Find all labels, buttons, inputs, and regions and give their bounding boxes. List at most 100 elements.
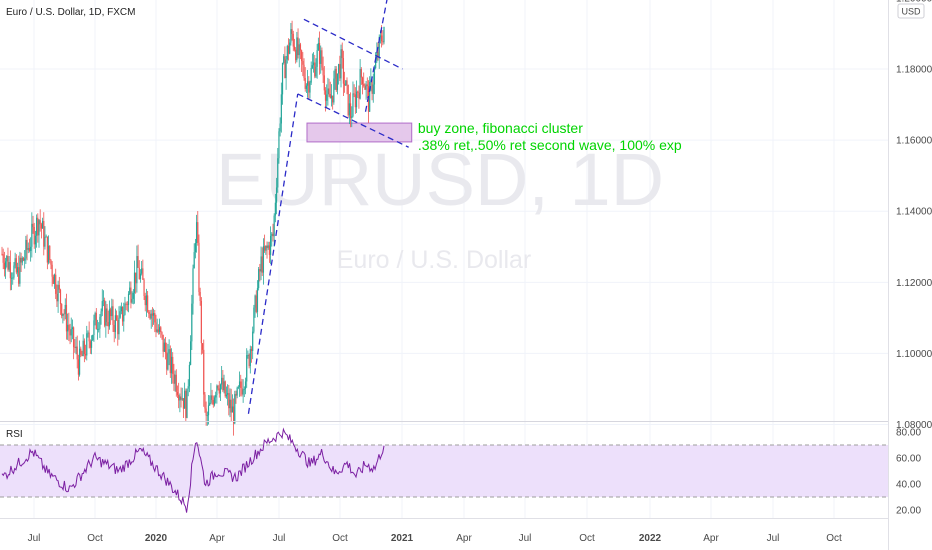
candles: [1, 20, 385, 436]
candle-body-42: [51, 264, 53, 277]
candle-body-199: [238, 381, 241, 387]
pattern-line-3: [364, 0, 388, 112]
price-axis[interactable]: 1.280001.260001.240001.220001.200001.180…: [896, 0, 932, 431]
pattern-line-0: [247, 93, 299, 414]
candle-body-57: [69, 330, 71, 336]
price-tick-4: 1.20000: [896, 0, 932, 4]
candle-body-277: [332, 95, 334, 103]
candle-body-241: [289, 42, 291, 54]
candle-body-59: [71, 327, 74, 329]
candle-body-132: [158, 327, 161, 332]
candle-body-131: [157, 329, 159, 332]
candle-body-3: [4, 261, 7, 270]
candle-body-126: [151, 313, 154, 316]
candle-body-36: [44, 236, 46, 247]
candle-body-45: [55, 274, 57, 294]
candle-body-216: [259, 269, 261, 272]
candle-body-24: [30, 246, 32, 251]
candle-body-301: [360, 69, 362, 78]
candle-body-102: [123, 314, 125, 322]
candle-body-33: [40, 224, 42, 229]
rsi-axis: 80.00 60.00 40.00 20.00: [896, 428, 921, 517]
candle-body-117: [141, 268, 143, 274]
candle-body-282: [338, 64, 340, 74]
time-tick-13: Oct: [826, 533, 842, 544]
candle-body-19: [24, 258, 26, 261]
candle-body-127: [153, 313, 155, 316]
candle-body-67: [81, 354, 83, 356]
candle-body-206: [247, 354, 249, 356]
candle-body-311: [372, 84, 374, 94]
candle-body-279: [334, 68, 336, 79]
candle-body-191: [229, 399, 231, 409]
candle-body-65: [78, 348, 81, 375]
candle-body-9: [12, 277, 14, 279]
candle-body-32: [39, 220, 41, 225]
candle-body-223: [267, 245, 269, 248]
candle-body-103: [124, 303, 126, 315]
candle-body-270: [323, 75, 325, 91]
time-tick-4: Jul: [273, 533, 286, 544]
candle-body-13: [16, 267, 19, 273]
candle-body-107: [129, 287, 131, 294]
candle-body-49: [59, 289, 62, 304]
candle-body-121: [145, 295, 148, 306]
candle-body-122: [147, 295, 149, 312]
candle-body-262: [314, 62, 316, 77]
candle-body-155: [186, 388, 188, 418]
time-axis[interactable]: Jul Oct 2020 Apr Jul Oct 2021 Apr Jul Oct 2022 Apr J…: [28, 533, 842, 544]
candle-body-31: [38, 220, 40, 236]
price-tick-5: 1.18000: [896, 65, 932, 76]
candle-body-41: [50, 259, 52, 265]
candle-body-164: [197, 222, 199, 243]
candle-body-180: [216, 385, 218, 396]
candle-body-189: [227, 393, 229, 395]
candle-body-62: [75, 346, 77, 348]
candle-body-144: [173, 373, 175, 384]
candle-body-204: [244, 381, 247, 389]
candle-body-224: [268, 245, 270, 255]
candle-body-156: [187, 386, 189, 389]
candle-body-96: [116, 315, 118, 320]
candle-body-174: [209, 402, 211, 406]
candle-body-89: [107, 322, 109, 327]
candle-body-129: [155, 322, 157, 332]
candle-body-167: [200, 300, 202, 344]
candle-body-182: [218, 388, 220, 394]
candle-body-214: [256, 288, 259, 312]
candle-body-148: [178, 394, 180, 401]
candle-body-320: [383, 26, 385, 43]
candle-body-150: [180, 396, 182, 400]
currency-badge[interactable]: USD: [897, 3, 925, 19]
candle-body-142: [170, 356, 173, 374]
candle-body-114: [137, 256, 139, 268]
candle-body-139: [167, 353, 169, 370]
candle-body-305: [365, 84, 367, 90]
candle-body-229: [274, 202, 276, 216]
candle-body-278: [333, 78, 335, 103]
price-tick-7: 1.14000: [896, 207, 932, 218]
candle-body-313: [375, 61, 377, 69]
candle-body-106: [127, 293, 130, 305]
candle-body-118: [142, 268, 144, 280]
candle-body-181: [217, 385, 219, 389]
rsi-band: [0, 444, 888, 498]
candle-body-289: [346, 80, 348, 85]
candle-body-187: [224, 381, 226, 397]
candle-body-92: [111, 306, 113, 317]
candle-body-74: [89, 341, 91, 348]
candle-body-7: [9, 262, 11, 279]
candle-body-79: [95, 312, 97, 330]
watermark-description: Euro / U.S. Dollar: [337, 246, 532, 274]
candle-body-27: [33, 226, 35, 245]
candle-body-26: [32, 223, 34, 227]
candle-body-239: [286, 45, 288, 60]
candle-body-116: [139, 273, 142, 280]
candle-body-256: [307, 81, 309, 86]
candle-body-228: [273, 215, 275, 237]
currency-badge-frame: [897, 3, 925, 19]
rsi-tick-3: 20.00: [896, 506, 921, 517]
candle-body-287: [344, 83, 346, 86]
candle-body-105: [126, 304, 128, 306]
